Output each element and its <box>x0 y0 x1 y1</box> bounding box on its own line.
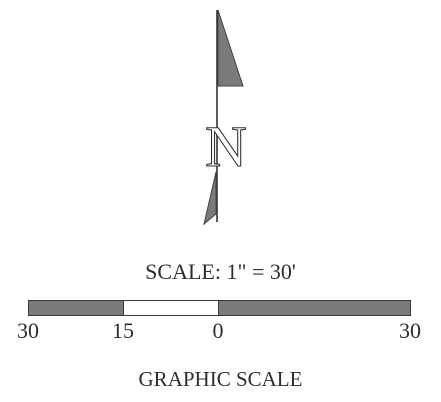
scale-bar-segment-left <box>28 300 124 316</box>
graphic-scale-label: GRAPHIC SCALE <box>138 367 303 391</box>
north-arrow-icon <box>203 9 244 226</box>
scale-bar-segment-middle <box>123 300 219 316</box>
north-arrow-upper-flag <box>217 9 244 87</box>
scale-tick-label: 15 <box>112 318 134 343</box>
scale-bar-segment-right <box>218 300 411 316</box>
scale-tick-label: 0 <box>212 318 224 343</box>
scale-tick-label: 30 <box>399 318 421 343</box>
scale-title: SCALE: 1" = 30' <box>145 259 296 284</box>
north-arrow-lower-flag <box>203 171 217 226</box>
scale-tick-label: 30 <box>17 318 39 343</box>
north-letter: N <box>204 113 247 179</box>
